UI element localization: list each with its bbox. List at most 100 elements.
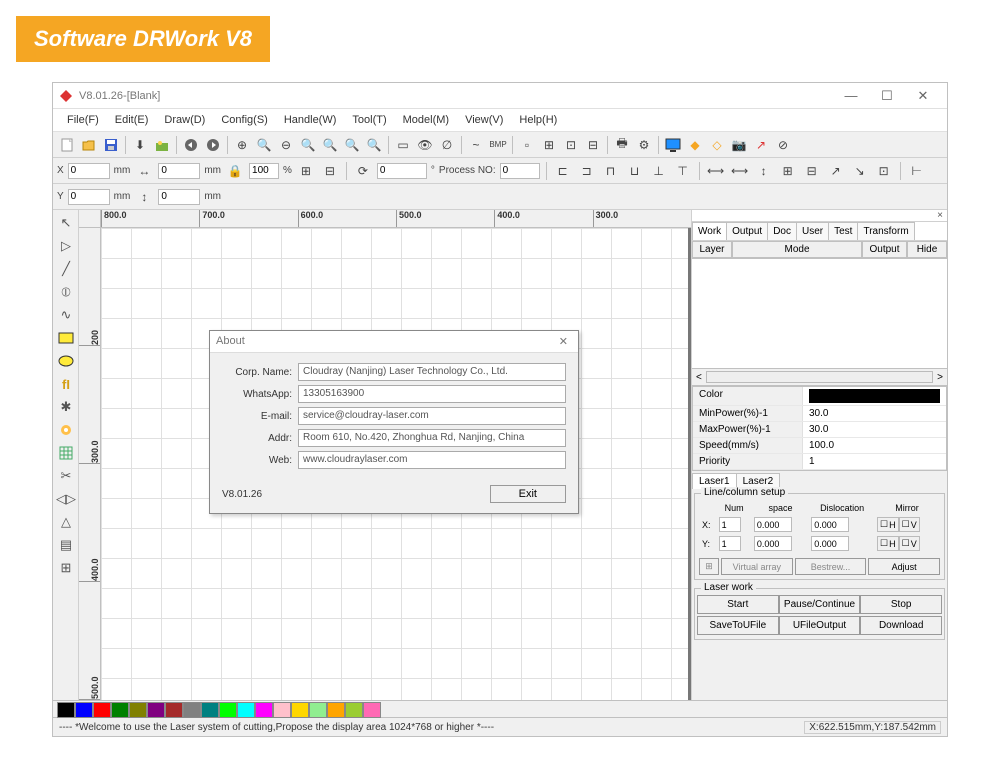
array-tool-icon[interactable]: ⊞	[55, 557, 77, 579]
rotate-icon[interactable]: ⟳	[353, 161, 373, 181]
align1-icon[interactable]: ⊏	[553, 161, 573, 181]
mirror-h-icon[interactable]: ◁▷	[55, 488, 77, 510]
mirror-v-icon[interactable]: △	[55, 511, 77, 533]
x-num-input[interactable]	[719, 517, 741, 532]
dist6-icon[interactable]: ↗	[826, 161, 846, 181]
y-mirror-v[interactable]: ☐ V	[899, 536, 920, 551]
y-disloc-input[interactable]	[811, 536, 849, 551]
palette-swatch[interactable]	[129, 702, 147, 718]
menu-file[interactable]: File(F)	[59, 111, 107, 129]
w-input[interactable]	[158, 163, 200, 179]
panel-close-icon[interactable]: ×	[692, 210, 947, 222]
x-mirror-h[interactable]: ☐ H	[877, 517, 899, 532]
ellipse-tool-icon[interactable]	[55, 350, 77, 372]
curve-tool-icon[interactable]: ∿	[55, 304, 77, 326]
swap-wh-icon[interactable]: ↕	[134, 187, 154, 207]
save-ufile-button[interactable]: SaveToUFile	[697, 616, 779, 635]
prop-row[interactable]: Color	[693, 387, 946, 406]
tab-transform[interactable]: Transform	[857, 222, 914, 240]
download-button[interactable]: Download	[860, 616, 942, 635]
capture-tool-icon[interactable]	[55, 419, 77, 441]
y-input[interactable]	[68, 189, 110, 205]
start-button[interactable]: Start	[697, 595, 779, 614]
palette-swatch[interactable]	[237, 702, 255, 718]
settings-icon[interactable]: ⚙	[634, 135, 654, 155]
grid2-icon[interactable]: ⊟	[320, 161, 340, 181]
redo-icon[interactable]	[203, 135, 223, 155]
adjust-button[interactable]: Adjust	[868, 558, 940, 575]
print-icon[interactable]: 🖶	[612, 135, 632, 155]
about-close-icon[interactable]: ✕	[555, 335, 572, 348]
align2-icon[interactable]: ⊐	[577, 161, 597, 181]
tool2-icon[interactable]: ◇	[707, 135, 727, 155]
menu-view[interactable]: View(V)	[457, 111, 511, 129]
palette-swatch[interactable]	[147, 702, 165, 718]
palette-swatch[interactable]	[291, 702, 309, 718]
camera-icon[interactable]: 📷	[729, 135, 749, 155]
export-icon[interactable]	[152, 135, 172, 155]
select-tool-icon[interactable]: ↖	[55, 212, 77, 234]
palette-swatch[interactable]	[327, 702, 345, 718]
open-icon[interactable]	[79, 135, 99, 155]
swap-xy-icon[interactable]: ↔	[134, 161, 154, 181]
undo-icon[interactable]	[181, 135, 201, 155]
lock-aspect-icon[interactable]: 🔒	[225, 161, 245, 181]
rotate-input[interactable]	[377, 163, 427, 179]
menu-tool[interactable]: Tool(T)	[344, 111, 394, 129]
y-mirror-h[interactable]: ☐ H	[877, 536, 899, 551]
tab-output[interactable]: Output	[726, 222, 768, 240]
virtual-array-button[interactable]: Virtual array	[721, 558, 793, 575]
palette-swatch[interactable]	[219, 702, 237, 718]
palette-swatch[interactable]	[75, 702, 93, 718]
y-num-input[interactable]	[719, 536, 741, 551]
x-mirror-v[interactable]: ☐ V	[899, 517, 920, 532]
tab-work[interactable]: Work	[692, 222, 727, 240]
align5-icon[interactable]: ⊥	[649, 161, 669, 181]
dist3-icon[interactable]: ↕	[754, 161, 774, 181]
line-tool-icon[interactable]: ╱	[55, 258, 77, 280]
zoom-out-icon[interactable]: ⊖	[276, 135, 296, 155]
canvas-area[interactable]: 800.0700.0600.0500.0400.0300.0 200300.04…	[79, 210, 691, 700]
dist8-icon[interactable]: ⊡	[874, 161, 894, 181]
cut-tool-icon[interactable]: ✂	[55, 465, 77, 487]
dist2-icon[interactable]: ⟷	[730, 161, 750, 181]
eye-icon[interactable]: 👁	[415, 135, 435, 155]
grid-tool-icon[interactable]	[55, 442, 77, 464]
origin-icon[interactable]: ⊢	[907, 161, 927, 181]
h-input[interactable]	[158, 189, 200, 205]
y-space-input[interactable]	[754, 536, 792, 551]
laser-icon[interactable]: ↗	[751, 135, 771, 155]
stop-icon[interactable]: ⊘	[773, 135, 793, 155]
rect-layer-icon[interactable]: ▭	[393, 135, 413, 155]
point-tool-icon[interactable]: ✱	[55, 396, 77, 418]
menu-model[interactable]: Model(M)	[395, 111, 457, 129]
dist4-icon[interactable]: ⊞	[778, 161, 798, 181]
menu-edit[interactable]: Edit(E)	[107, 111, 157, 129]
pause-button[interactable]: Pause/Continue	[779, 595, 861, 614]
save-icon[interactable]	[101, 135, 121, 155]
rect-tool-icon[interactable]	[55, 327, 77, 349]
layer-scroll[interactable]: <>	[692, 369, 947, 386]
zoom-fit-icon[interactable]: 🔍	[298, 135, 318, 155]
palette-swatch[interactable]	[183, 702, 201, 718]
color-swatch[interactable]	[809, 389, 940, 403]
palette-swatch[interactable]	[165, 702, 183, 718]
bmp-icon[interactable]: BMP	[488, 135, 508, 155]
dist5-icon[interactable]: ⊟	[802, 161, 822, 181]
node2-icon[interactable]: ⊡	[561, 135, 581, 155]
link-icon[interactable]: ∅	[437, 135, 457, 155]
palette-swatch[interactable]	[201, 702, 219, 718]
tab-test[interactable]: Test	[828, 222, 858, 240]
palette-swatch[interactable]	[255, 702, 273, 718]
palette-swatch[interactable]	[57, 702, 75, 718]
polyline-tool-icon[interactable]: ⦶	[55, 281, 77, 303]
align4-icon[interactable]: ⊔	[625, 161, 645, 181]
array-icon-button[interactable]: ⊞	[699, 558, 719, 575]
layer-list[interactable]	[692, 259, 947, 369]
grid1-icon[interactable]: ⊞	[296, 161, 316, 181]
menu-help[interactable]: Help(H)	[511, 111, 565, 129]
zoom-icon[interactable]: 🔍	[254, 135, 274, 155]
new-icon[interactable]	[57, 135, 77, 155]
path-icon[interactable]: ~	[466, 135, 486, 155]
node1-icon[interactable]: ▫	[517, 135, 537, 155]
